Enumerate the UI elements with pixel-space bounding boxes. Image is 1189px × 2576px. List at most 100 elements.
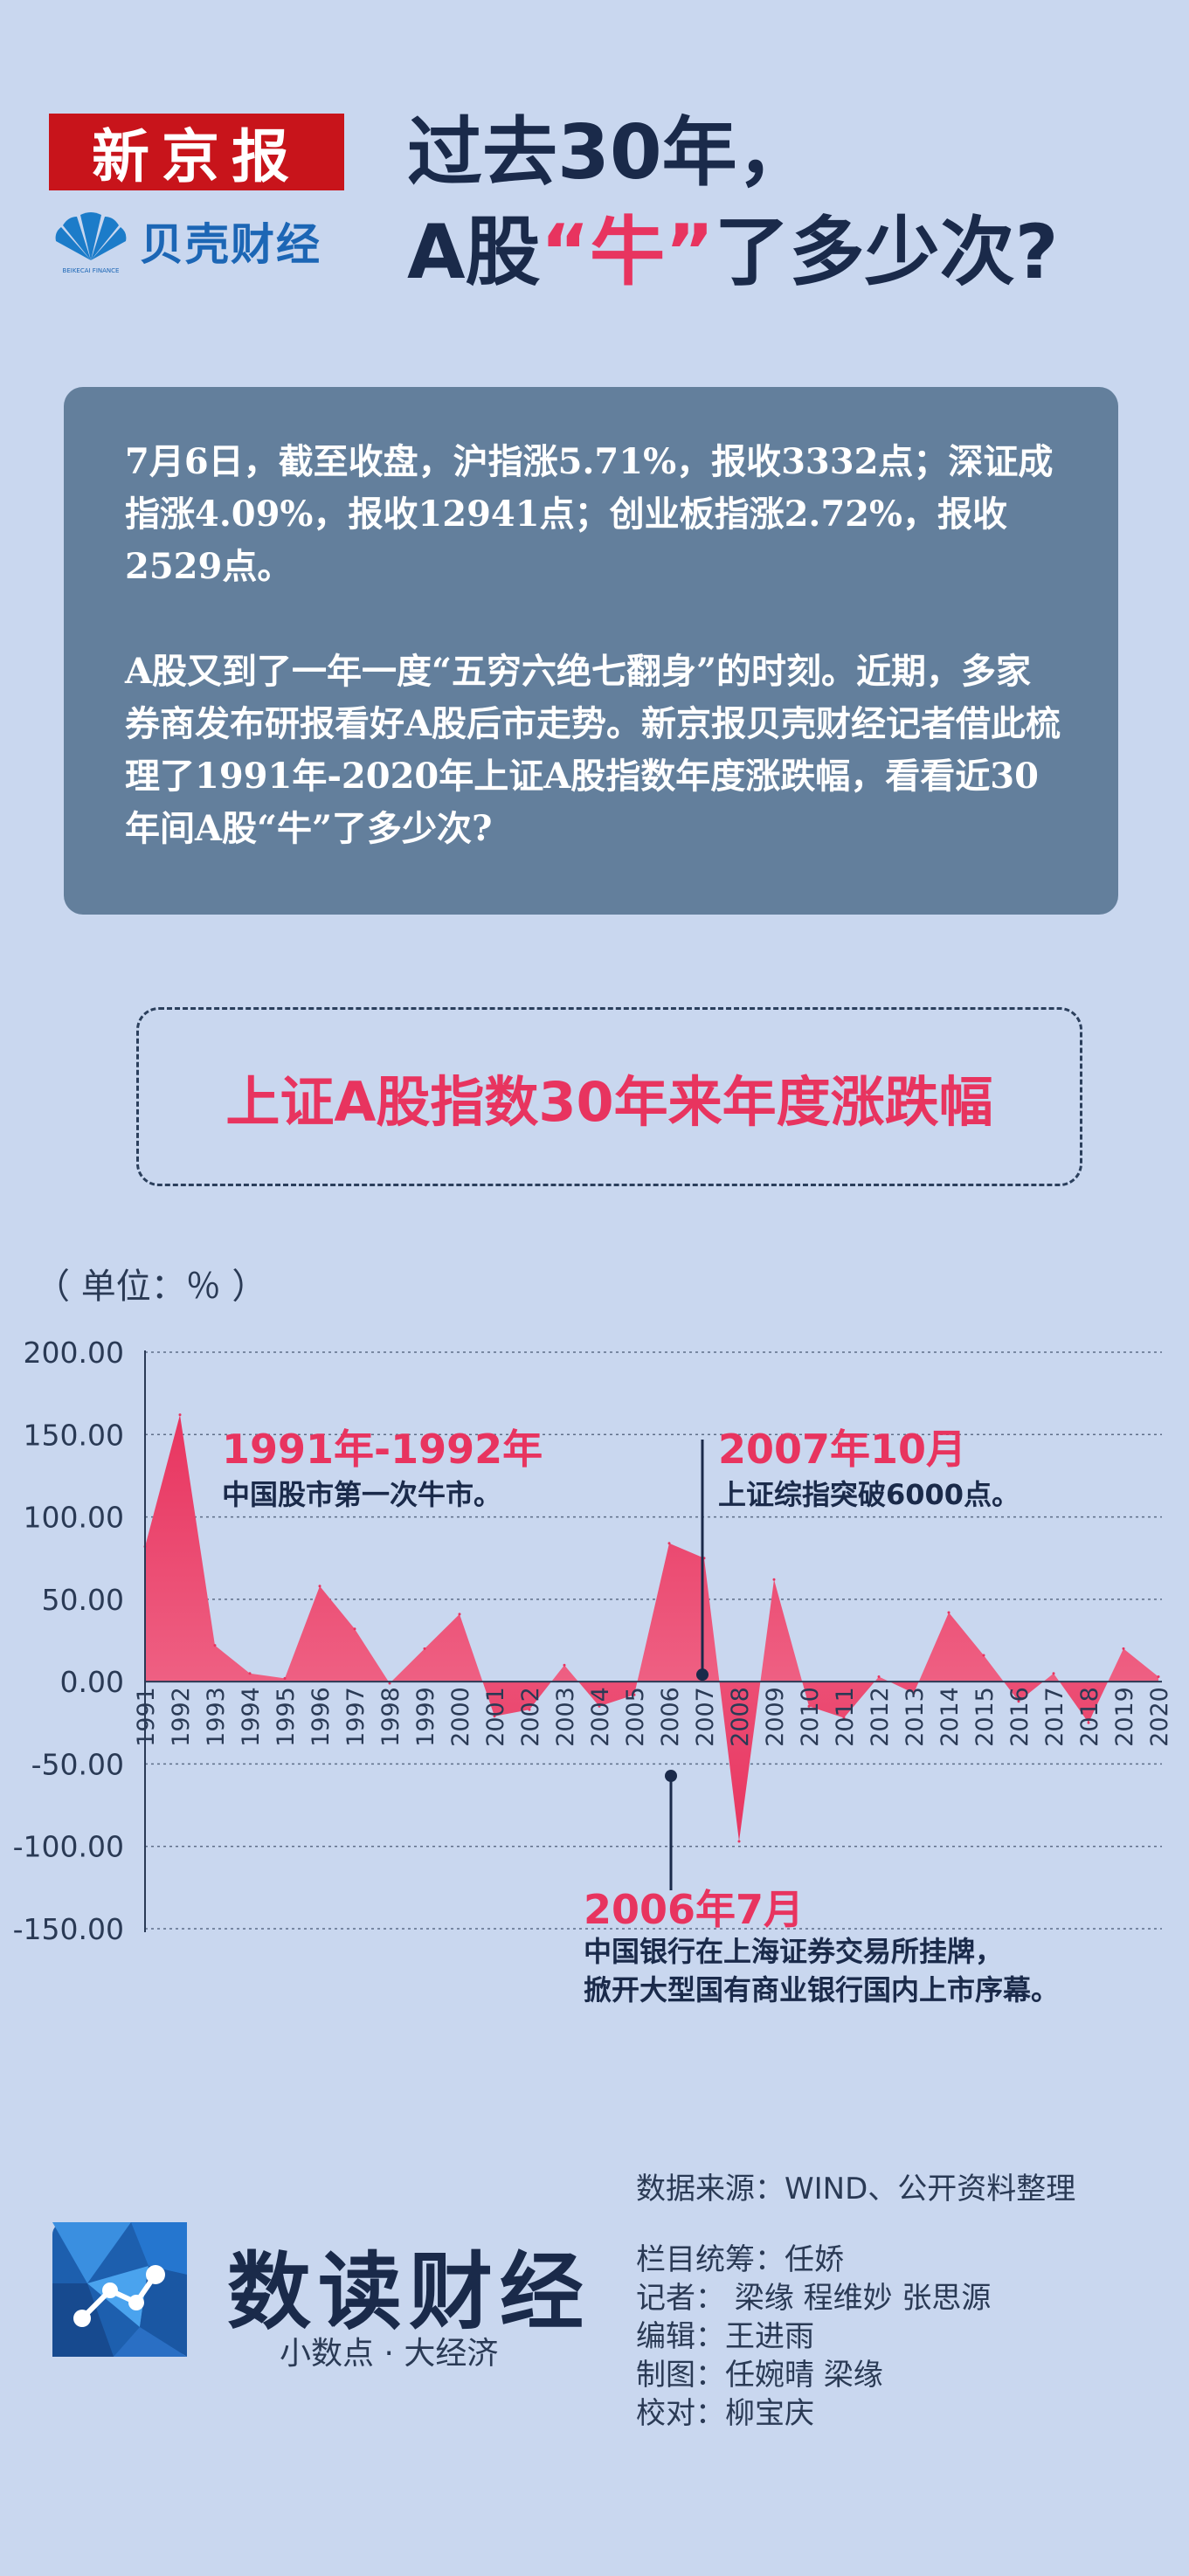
annotation-title: 1991年-1992年	[222, 1426, 543, 1473]
intro-box: 7月6日，截至收盘，沪指涨5.71%，报收3332点；深证成指涨4.09%，报收…	[64, 387, 1118, 915]
y-tick-label: 50.00	[42, 1583, 124, 1617]
y-tick-label: 0.00	[60, 1665, 124, 1699]
annotation-dot	[696, 1668, 709, 1682]
headline-suffix: 了多少次?	[714, 209, 1059, 296]
x-tick-label: 2005	[622, 1687, 649, 1747]
x-tick-label: 1997	[342, 1687, 370, 1747]
x-tick-label: 2013	[902, 1687, 929, 1747]
data-point	[283, 1676, 287, 1680]
x-tick-label: 2019	[1111, 1687, 1138, 1747]
x-tick-label: 2012	[867, 1687, 894, 1747]
brand-logo-beike: BEIKECAI FINANCE 贝壳财经	[49, 206, 346, 276]
brand-logo-xinjingbao: 新京报	[49, 114, 344, 190]
chart-axes: 200.00 150.00 100.00 50.00 0.00 -50.00 -100.00…	[13, 1336, 1173, 1946]
intro-paragraph-2: A股又到了一年一度“五穷六绝七翻身”的时刻。近期，多家券商发布研报看好A股后市走…	[125, 651, 1061, 849]
data-point	[423, 1647, 426, 1650]
data-point	[388, 1682, 391, 1685]
x-tick-label: 2009	[762, 1687, 789, 1747]
x-tick-label: 1998	[377, 1687, 404, 1747]
credit-line: 制图：任婉晴 梁缘	[636, 2358, 883, 2393]
y-tick-label: 150.00	[24, 1418, 124, 1452]
annotation-text: 中国股市第一次牛市。	[222, 1478, 501, 1511]
x-tick-label: 2015	[971, 1687, 999, 1747]
unit-label: （ 单位：％ ）	[35, 1267, 267, 1307]
data-point	[178, 1413, 182, 1417]
annotation-2006: 2006年7月	[584, 1770, 804, 1933]
data-point	[842, 1716, 846, 1720]
credit-line: 编辑：王进雨	[636, 2319, 814, 2354]
x-tick-label: 1995	[273, 1687, 300, 1747]
annotation-text-line: 中国银行在上海证券交易所挂牌，	[584, 1935, 1004, 1968]
data-point	[737, 1840, 741, 1843]
x-tick-label: 2016	[1006, 1687, 1033, 1747]
x-tick-label: 1991	[133, 1687, 160, 1747]
headline-prefix: A股	[407, 209, 541, 296]
page-title: 过去30年， A股“牛”了多少次?	[407, 103, 1176, 302]
data-point	[807, 1704, 811, 1708]
x-tick-label: 2002	[517, 1687, 544, 1747]
headline-line1: 过去30年，	[407, 109, 812, 197]
x-tick-label: 1994	[238, 1687, 265, 1747]
x-tick-label: 1993	[203, 1687, 230, 1747]
headline-bull: 牛	[590, 209, 666, 296]
x-tick-label: 1992	[168, 1687, 195, 1747]
data-source: 数据来源：WIND、公开资料整理	[636, 2172, 1076, 2207]
y-tick-label: -150.00	[13, 1912, 124, 1946]
data-point	[1157, 1675, 1160, 1678]
x-tick-label: 2000	[447, 1687, 474, 1747]
logo-slogan: 小数点 · 大经济	[280, 2336, 499, 2372]
data-point	[1087, 1721, 1090, 1724]
annotation-text: 上证综指突破6000点。	[718, 1478, 1020, 1511]
credit-line: 校对：柳宝庆	[636, 2396, 814, 2431]
logo-name: 数读财经	[227, 2243, 591, 2341]
area-series	[143, 1413, 1160, 1843]
data-point	[912, 1691, 916, 1695]
data-point	[1017, 1700, 1020, 1703]
data-point	[528, 1708, 531, 1711]
data-point	[667, 1542, 671, 1545]
data-point	[982, 1654, 985, 1657]
credit-line: 记者： 梁缘 程维妙 张思源	[636, 2281, 992, 2316]
geometric-node-icon	[52, 2222, 187, 2357]
headline-quote-open: “	[540, 209, 591, 296]
x-tick-label: 2010	[797, 1687, 824, 1747]
data-point	[633, 1693, 636, 1696]
x-tick-label: 2004	[587, 1687, 614, 1747]
x-tick-label: 2020	[1146, 1687, 1173, 1747]
x-tick-label: 2006	[657, 1687, 684, 1747]
brand-secondary-text: 贝壳财经	[140, 219, 321, 270]
x-tick-label: 1996	[308, 1687, 335, 1747]
x-tick-label: 2014	[937, 1687, 964, 1747]
annotation-text-line: 掀开大型国有商业银行国内上市序幕。	[584, 1973, 1060, 2006]
x-tick-label: 2018	[1076, 1687, 1103, 1747]
area-chart: 200.00 150.00 100.00 50.00 0.00 -50.00 -100.00…	[13, 1336, 1173, 1946]
grid-lines	[145, 1351, 1162, 1930]
x-tick-label: 2003	[552, 1687, 579, 1747]
x-tick-label: 2008	[727, 1687, 754, 1747]
x-tick-label: 2007	[692, 1687, 719, 1747]
headline-line2: A股“牛”了多少次?	[407, 203, 1176, 302]
data-point	[598, 1704, 601, 1708]
data-point	[353, 1627, 356, 1631]
intro-paragraph-1: 7月6日，截至收盘，沪指涨5.71%，报收3332点；深证成指涨4.09%，报收…	[125, 441, 1054, 587]
data-point	[213, 1644, 217, 1647]
y-tick-label: 200.00	[24, 1336, 124, 1370]
data-point	[1052, 1672, 1055, 1675]
data-point	[318, 1585, 321, 1588]
data-point	[877, 1675, 881, 1678]
y-tick-label: -100.00	[13, 1830, 124, 1864]
x-tick-label: 2001	[482, 1687, 509, 1747]
chart-title: 上证A股指数30年来年度涨跌幅	[136, 1007, 1082, 1186]
data-point	[563, 1663, 566, 1667]
area-positive	[145, 1414, 1158, 1682]
x-tick-label: 1999	[412, 1687, 439, 1747]
credit-line: 栏目统筹：任娇	[636, 2242, 844, 2277]
headline-quote-close: ”	[665, 209, 715, 296]
data-point	[248, 1672, 252, 1675]
y-tick-label: 100.00	[24, 1501, 124, 1535]
data-point	[772, 1578, 776, 1581]
annotation-2006-text: 中国银行在上海证券交易所挂牌， 掀开大型国有商业银行国内上市序幕。	[584, 1932, 1059, 2009]
